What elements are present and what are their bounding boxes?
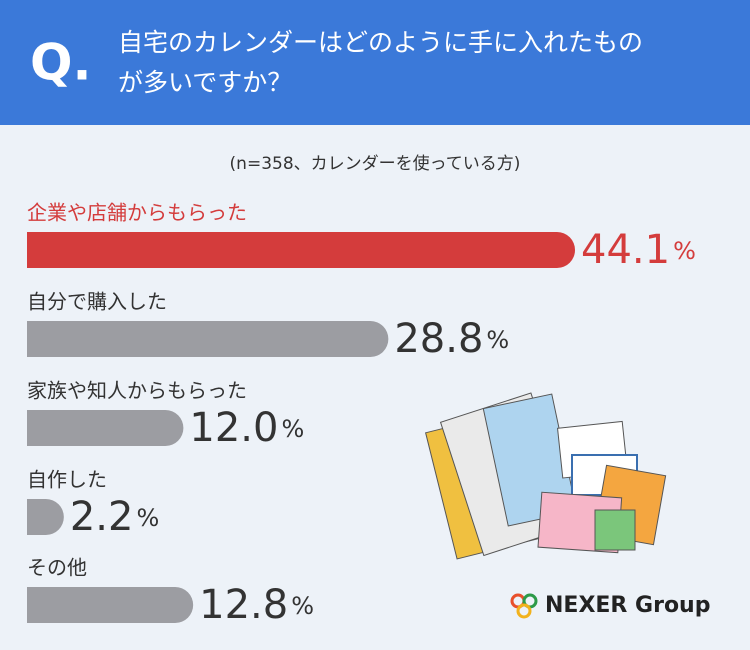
subtitle: (n=358、カレンダーを使っている方) — [230, 153, 521, 174]
value-label: 2.2% — [70, 494, 159, 540]
logo-circle — [516, 603, 532, 619]
logo-icon — [510, 593, 538, 619]
value-label: 44.1% — [581, 227, 696, 273]
category-label: 自作した — [27, 468, 107, 492]
question-mark: Q. — [30, 34, 92, 92]
value-number: 28.8 — [394, 316, 483, 362]
bar-left-edge — [27, 321, 45, 357]
value-label: 12.0% — [189, 405, 304, 451]
value-number: 2.2 — [70, 494, 134, 540]
bar — [27, 321, 389, 357]
value-number: 44.1 — [581, 227, 670, 273]
title-line: が多いですか？ — [118, 68, 292, 97]
header — [0, 0, 750, 125]
value-unit: % — [136, 504, 159, 532]
value-label: 28.8% — [394, 316, 509, 362]
value-label: 12.8% — [199, 582, 314, 628]
value-number: 12.0 — [189, 405, 278, 451]
bar — [27, 587, 194, 623]
envelope — [594, 509, 636, 551]
illustration — [425, 392, 667, 560]
value-number: 12.8 — [199, 582, 288, 628]
value-unit: % — [281, 415, 304, 443]
bar — [27, 232, 576, 268]
bar-left-edge — [27, 499, 45, 535]
value-unit: % — [291, 592, 314, 620]
logo: NEXER Group — [545, 593, 710, 618]
bar-left-edge — [27, 587, 45, 623]
category-label: 企業や店舗からもらった — [27, 201, 247, 225]
title-line: 自宅のカレンダーはどのように手に入れたもの — [118, 28, 643, 57]
category-label: 家族や知人からもらった — [27, 379, 247, 403]
value-unit: % — [486, 326, 509, 354]
bar — [27, 410, 184, 446]
bar-left-edge — [27, 410, 45, 446]
value-unit: % — [673, 237, 696, 265]
bar-left-edge — [27, 232, 45, 268]
category-label: その他 — [27, 556, 87, 580]
category-label: 自分で購入した — [27, 290, 167, 314]
